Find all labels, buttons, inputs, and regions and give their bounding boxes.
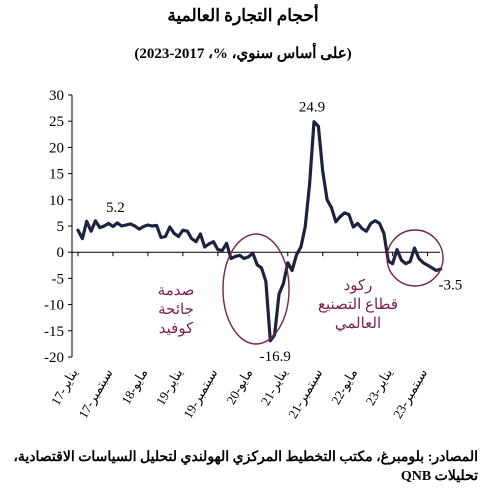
x-tick-label: مايو-22: [328, 366, 361, 407]
y-tick-label: 5: [57, 219, 65, 235]
y-tick-label: 20: [49, 140, 64, 156]
y-tick-label: -5: [52, 271, 65, 287]
data-label: -16.9: [260, 349, 291, 365]
x-tick-label: يناير-23: [362, 366, 396, 409]
manufacturing-recession-annotation: العالمي: [335, 316, 381, 332]
covid-shock-annotation: كوفيد: [159, 321, 194, 337]
y-tick-label: -20: [44, 350, 64, 366]
y-tick-label: 15: [49, 167, 64, 183]
covid-shock-annotation: جائحة: [158, 302, 194, 318]
covid-shock-annotation: صدمة: [158, 283, 195, 299]
y-tick-label: 10: [49, 193, 64, 209]
manufacturing-recession-annotation: ركود: [344, 278, 373, 294]
x-tick-label: يناير-21: [258, 366, 292, 409]
data-label: 5.2: [106, 200, 125, 216]
y-tick-label: 0: [57, 245, 65, 261]
x-tick-label: سبتمبر-23: [390, 366, 431, 421]
chart-subtitle: (على أساس سنوي، %، 2017-2023): [134, 46, 352, 62]
y-tick-label: 30: [49, 88, 64, 104]
manufacturing-recession-annotation: قطاع التصنيع: [318, 297, 398, 313]
trade-volume-chart: 30 25 20 15 10 5 0 -5 -10 -15 -20يناير-17سبتمبر-17…: [44, 88, 462, 421]
x-tick-label: مايو-18: [118, 366, 151, 407]
x-tick-label: يناير-19: [153, 366, 187, 409]
y-tick-label: 25: [49, 114, 64, 130]
chart-title: أحجام التجارة العالمية: [167, 6, 319, 25]
y-tick-label: -10: [44, 298, 64, 314]
covid-shock-ellipse: [222, 233, 290, 345]
source-line-2: تحليلات QNB: [400, 469, 478, 484]
data-label: -3.5: [438, 278, 462, 294]
x-tick-label: مايو-20: [223, 366, 256, 407]
manufacturing-recession-ellipse: [386, 229, 444, 287]
y-tick-label: -15: [44, 324, 64, 340]
x-tick-label: سبتمبر-17: [75, 366, 116, 421]
x-tick-label: سبتمبر-19: [180, 366, 221, 421]
x-tick-label: يناير-17: [48, 366, 82, 409]
source-line-1: المصادر: بلومبرغ، مكتب التخطيط المركزي ا…: [13, 450, 478, 465]
x-tick-label: سبتمبر-21: [285, 366, 326, 421]
source-note: المصادر: بلومبرغ، مكتب التخطيط المركزي ا…: [8, 448, 478, 486]
trade-volume-line: [76, 120, 443, 343]
data-label: 24.9: [299, 100, 325, 116]
